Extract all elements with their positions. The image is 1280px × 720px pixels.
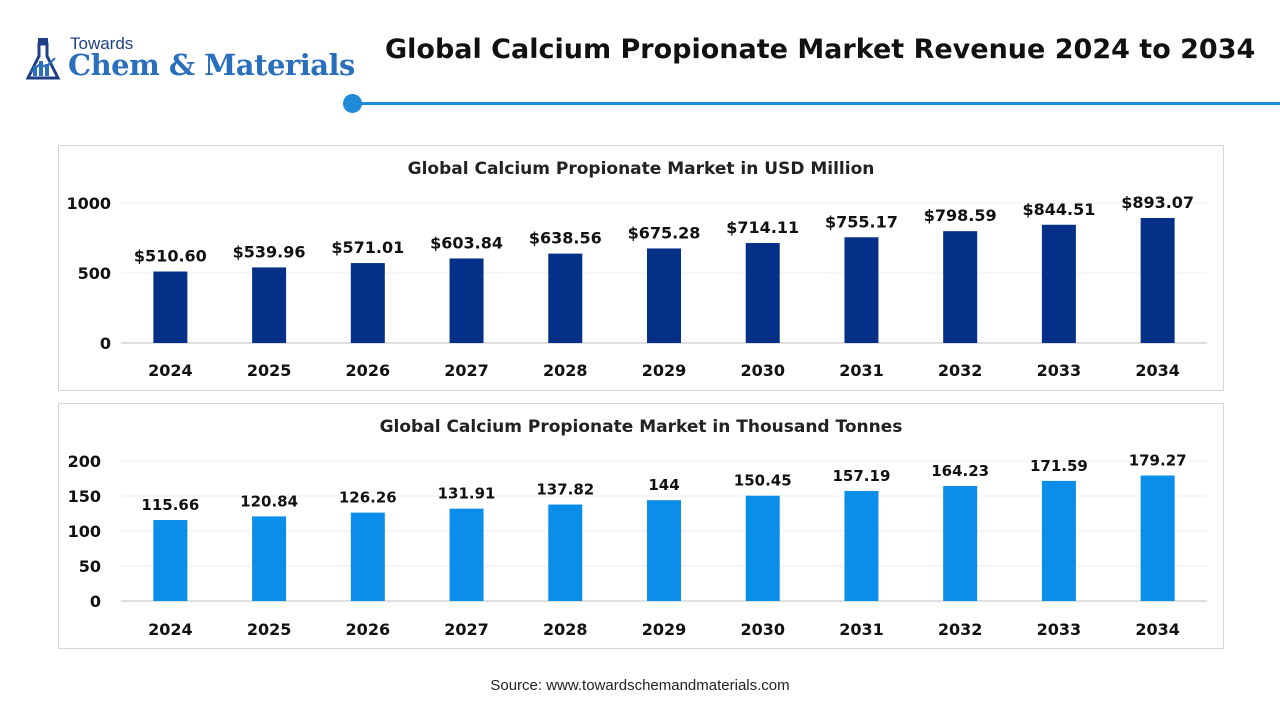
tonnes-chart-panel: Global Calcium Propionate Market in Thou… (58, 403, 1224, 649)
y-tick-label: 1000 (66, 194, 111, 213)
bar (745, 243, 780, 343)
x-tick-label: 2033 (1037, 620, 1082, 639)
bar (1140, 475, 1175, 601)
x-tick-label: 2032 (938, 620, 983, 639)
tonnes-chart: 0 50 100 150 200 115.66 2024 120.84 2025 126.26 20… (68, 452, 1207, 639)
x-tick-label: 2028 (543, 361, 588, 380)
bar (943, 486, 978, 601)
logo-top-text: Towards (70, 34, 134, 53)
bar (647, 500, 681, 601)
usd-chart-title: Global Calcium Propionate Market in USD … (407, 159, 875, 179)
x-tick-label: 2026 (346, 620, 391, 639)
data-label: $893.07 (1121, 193, 1194, 212)
y-tick-label: 500 (78, 264, 111, 283)
y-tick-label: 0 (90, 592, 101, 611)
bar (548, 253, 583, 343)
data-label: $755.17 (825, 212, 898, 231)
bar (844, 237, 879, 343)
x-tick-label: 2032 (938, 361, 983, 380)
bar (548, 504, 583, 601)
bar (745, 495, 780, 601)
bar (252, 516, 287, 601)
y-tick-label: 100 (68, 522, 101, 541)
bar (943, 231, 978, 343)
tonnes-chart-title: Global Calcium Propionate Market in Thou… (379, 417, 903, 437)
x-tick-label: 2025 (247, 620, 292, 639)
bar (449, 258, 484, 343)
x-tick-label: 2024 (148, 361, 193, 380)
data-label: $638.56 (529, 229, 602, 248)
bar (1041, 224, 1076, 343)
x-tick-label: 2025 (247, 361, 292, 380)
x-tick-label: 2027 (444, 361, 489, 380)
title-underline (352, 102, 1280, 105)
data-label: 120.84 (240, 492, 298, 510)
data-label: 150.45 (734, 472, 792, 490)
data-label: 164.23 (931, 462, 989, 480)
bar (153, 520, 188, 601)
x-tick-label: 2031 (839, 620, 884, 639)
bar (252, 267, 287, 343)
data-label: 179.27 (1129, 452, 1187, 470)
bar (449, 508, 484, 601)
data-label: $603.84 (430, 233, 503, 252)
x-tick-label: 2034 (1135, 361, 1180, 380)
data-label: $539.96 (233, 242, 306, 261)
usd-chart-panel: Global Calcium Propionate Market in USD … (58, 145, 1224, 391)
x-tick-label: 2030 (740, 361, 785, 380)
x-tick-label: 2034 (1135, 620, 1180, 639)
y-tick-label: 0 (100, 334, 111, 353)
data-label: $571.01 (331, 238, 404, 257)
bar (1140, 217, 1175, 343)
data-label: 131.91 (438, 485, 496, 503)
x-tick-label: 2029 (642, 620, 687, 639)
data-label: $798.59 (924, 206, 997, 225)
data-label: 144 (648, 476, 679, 494)
bar (350, 512, 385, 601)
data-label: $510.60 (134, 247, 207, 266)
x-tick-label: 2029 (642, 361, 687, 380)
bar (153, 271, 188, 343)
data-label: 126.26 (339, 489, 397, 507)
title-underline-dot (343, 94, 362, 113)
data-label: 157.19 (833, 467, 891, 485)
flask-icon (25, 38, 61, 80)
x-tick-label: 2033 (1037, 361, 1082, 380)
data-label: 171.59 (1030, 457, 1088, 475)
y-tick-label: 150 (68, 487, 101, 506)
data-label: 115.66 (141, 496, 199, 514)
x-tick-label: 2024 (148, 620, 193, 639)
bar (647, 248, 681, 343)
x-tick-label: 2027 (444, 620, 489, 639)
x-tick-label: 2031 (839, 361, 884, 380)
source-note: Source: www.towardschemandmaterials.com (490, 677, 790, 694)
usd-chart: 0 500 1000 $510.60 2024 $539.96 2025 $571.01 202… (66, 193, 1207, 380)
bar (1041, 480, 1076, 601)
y-tick-label: 200 (68, 452, 101, 471)
data-label: $675.28 (628, 223, 701, 242)
data-label: $844.51 (1022, 200, 1095, 219)
data-label: 137.82 (536, 481, 594, 499)
x-tick-label: 2030 (740, 620, 785, 639)
y-tick-label: 50 (79, 557, 101, 576)
bar (350, 263, 385, 343)
brand-logo: Towards Chem & Materials (22, 34, 355, 86)
logo-main-text: Chem & Materials (68, 48, 355, 82)
x-tick-label: 2026 (346, 361, 391, 380)
bar (844, 490, 879, 601)
data-label: $714.11 (726, 218, 799, 237)
page-title: Global Calcium Propionate Market Revenue… (385, 34, 1256, 65)
x-tick-label: 2028 (543, 620, 588, 639)
